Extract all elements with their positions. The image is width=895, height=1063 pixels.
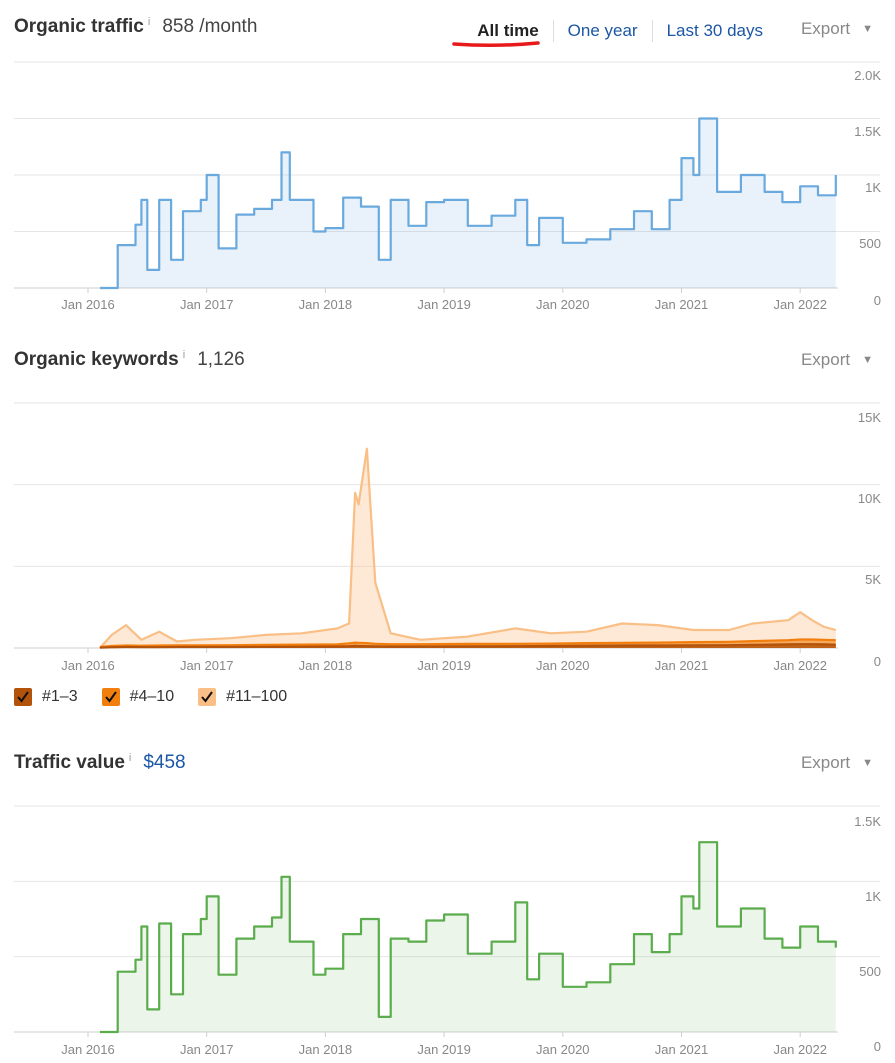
organic-traffic-chart: 2.0K 1.5K 1K 500 0 Jan 2016 Jan 2017 Jan 2018 Ja… <box>14 61 881 312</box>
export-button[interactable]: Export ▼ <box>801 350 873 370</box>
x-tick-label: Jan 2020 <box>536 1042 590 1057</box>
info-icon[interactable]: i <box>182 349 186 361</box>
x-tick-label: Jan 2016 <box>61 1042 115 1057</box>
traffic-value-header: Traffic value i $458 <box>14 752 186 774</box>
organic-traffic-section: Organic traffic i 858 /month All time On… <box>0 0 895 320</box>
x-tick-label: Jan 2017 <box>180 1042 234 1057</box>
organic-traffic-value: 858 /month <box>162 16 258 37</box>
info-icon[interactable]: i <box>147 16 151 28</box>
x-tick-label: Jan 2017 <box>180 658 234 673</box>
y-tick-label: 0 <box>874 1039 881 1054</box>
x-tick-label: Jan 2021 <box>655 297 709 312</box>
x-tick-label: Jan 2021 <box>655 1042 709 1057</box>
caret-down-icon: ▼ <box>862 757 873 769</box>
export-label: Export <box>800 753 851 772</box>
export-button[interactable]: Export ▼ <box>801 19 873 39</box>
x-tick-label: Jan 2016 <box>61 658 115 673</box>
keywords-legend: #1–3 #4–10 #11–100 <box>14 688 311 706</box>
export-button[interactable]: Export ▼ <box>801 753 873 773</box>
organic-keywords-header: Organic keywords i 1,126 <box>14 349 245 371</box>
series-line <box>99 447 837 649</box>
legend-label: #4–10 <box>129 688 175 705</box>
checkbox-checked-icon[interactable] <box>14 688 32 706</box>
series-line <box>99 841 837 1034</box>
caret-down-icon: ▼ <box>862 23 873 35</box>
x-tick-label: Jan 2018 <box>299 658 353 673</box>
series-line <box>99 643 836 649</box>
tab-divider <box>552 20 554 42</box>
traffic-value-title: Traffic value <box>14 752 125 773</box>
organic-keywords-section: Organic keywords i 1,126 Export ▼ 15K 10K… <box>14 349 881 706</box>
traffic-value-amount: $458 <box>143 752 186 773</box>
x-tick-label: Jan 2021 <box>655 658 709 673</box>
series-line <box>99 638 836 649</box>
x-tick-label: Jan 2020 <box>536 297 590 312</box>
organic-traffic-title: Organic traffic <box>14 16 144 37</box>
checkbox-checked-icon[interactable] <box>101 688 120 706</box>
export-label: Export <box>800 19 851 38</box>
legend-label: #1–3 <box>42 688 78 705</box>
organic-traffic-header: Organic traffic i 858 /month <box>14 16 257 38</box>
tab-all-time[interactable]: All time <box>477 21 539 40</box>
x-tick-label: Jan 2019 <box>417 297 471 312</box>
x-tick-label: Jan 2022 <box>773 658 827 673</box>
x-tick-label: Jan 2022 <box>773 1042 827 1057</box>
organic-keywords-value: 1,126 <box>197 349 245 370</box>
y-tick-label: 5K <box>865 572 881 587</box>
organic-keywords-title: Organic keywords <box>14 349 179 370</box>
organic-keywords-chart: 15K 10K 5K 0 Jan 2016 Jan 2017 Jan 2018 Jan 201… <box>14 402 881 673</box>
date-range-tabs: All time One year Last 30 days <box>477 18 763 44</box>
tab-divider <box>651 20 653 42</box>
tab-last-30-days[interactable]: Last 30 days <box>666 21 763 40</box>
y-tick-label: 500 <box>859 236 881 251</box>
y-tick-label: 500 <box>859 964 881 979</box>
y-tick-label: 2.0K <box>854 68 881 83</box>
caret-down-icon: ▼ <box>862 354 873 366</box>
x-tick-label: Jan 2020 <box>536 658 590 673</box>
series-area <box>99 448 836 648</box>
y-tick-label: 1K <box>865 889 881 904</box>
x-tick-label: Jan 2022 <box>773 297 827 312</box>
legend-item-top3[interactable]: #1–3 <box>14 688 78 706</box>
x-tick-label: Jan 2018 <box>299 297 353 312</box>
x-tick-label: Jan 2019 <box>417 658 471 673</box>
y-tick-label: 0 <box>874 654 881 669</box>
legend-item-4-10[interactable]: #4–10 <box>101 688 175 706</box>
series-line <box>99 117 837 290</box>
export-label: Export <box>800 350 851 369</box>
y-tick-label: 15K <box>858 410 881 425</box>
x-tick-label: Jan 2019 <box>417 1042 471 1057</box>
y-tick-label: 0 <box>874 293 881 308</box>
legend-label: #11–100 <box>226 688 288 705</box>
series-area <box>99 842 836 1032</box>
y-tick-label: 10K <box>858 491 881 506</box>
series-area <box>99 118 836 288</box>
y-tick-label: 1K <box>865 180 881 195</box>
active-tab-underline <box>452 41 540 48</box>
checkbox-checked-icon[interactable] <box>198 688 217 706</box>
info-icon[interactable]: i <box>128 752 132 764</box>
x-tick-label: Jan 2017 <box>180 297 234 312</box>
x-tick-label: Jan 2016 <box>61 297 115 312</box>
y-tick-label: 1.5K <box>854 124 881 139</box>
y-tick-label: 1.5K <box>854 814 881 829</box>
x-tick-label: Jan 2018 <box>299 1042 353 1057</box>
legend-item-11-100[interactable]: #11–100 <box>198 688 287 706</box>
tab-one-year[interactable]: One year <box>567 21 638 40</box>
